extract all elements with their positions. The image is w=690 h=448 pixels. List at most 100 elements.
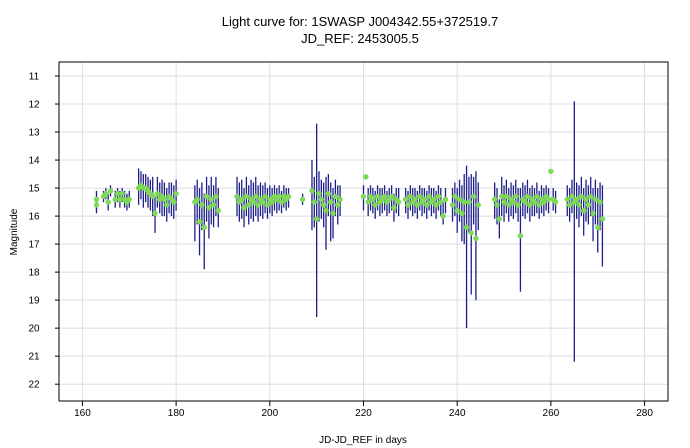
data-point xyxy=(255,202,261,208)
data-point xyxy=(243,193,250,200)
data-point xyxy=(513,193,519,200)
x-tick-label: 280 xyxy=(636,408,653,419)
data-point xyxy=(452,193,458,200)
x-tick-label: 240 xyxy=(449,408,466,419)
data-point xyxy=(173,190,179,197)
data-point xyxy=(459,210,465,216)
data-point xyxy=(498,193,505,200)
data-point xyxy=(564,196,570,202)
data-point xyxy=(215,207,221,214)
data-point xyxy=(534,193,540,200)
data-point xyxy=(536,202,542,208)
data-point xyxy=(588,193,594,200)
data-point xyxy=(246,202,252,208)
data-point xyxy=(250,199,257,205)
data-points xyxy=(93,168,606,242)
grid xyxy=(59,62,668,401)
data-point xyxy=(363,174,369,180)
data-point xyxy=(199,202,205,208)
data-point xyxy=(391,204,397,211)
data-point xyxy=(395,199,402,205)
x-axis-ticks: 160 180 200 220 240 260 280 xyxy=(74,401,653,419)
data-point xyxy=(126,196,132,202)
data-point xyxy=(417,193,423,200)
data-point xyxy=(461,199,467,205)
data-point xyxy=(473,235,479,242)
data-point xyxy=(328,199,334,205)
data-point xyxy=(433,202,439,208)
data-point xyxy=(541,199,547,205)
y-tick-label: 20 xyxy=(28,324,40,335)
data-point xyxy=(438,199,444,205)
x-tick-label: 180 xyxy=(168,408,185,419)
data-point xyxy=(407,193,414,200)
data-point xyxy=(412,196,418,202)
data-point xyxy=(93,202,100,208)
data-point xyxy=(234,193,240,200)
data-point xyxy=(449,202,456,208)
data-point xyxy=(154,190,161,197)
data-point xyxy=(360,193,367,200)
data-point xyxy=(253,193,259,200)
data-point xyxy=(201,224,207,230)
data-point xyxy=(164,202,170,208)
y-tick-label: 22 xyxy=(28,380,40,391)
data-point xyxy=(374,193,381,200)
data-point xyxy=(337,196,343,202)
data-point xyxy=(311,199,318,205)
data-point xyxy=(599,216,606,222)
data-point xyxy=(210,202,217,208)
data-point xyxy=(421,196,428,202)
y-tick-label: 16 xyxy=(28,212,40,223)
data-point xyxy=(149,193,156,200)
data-point xyxy=(208,196,214,202)
data-point xyxy=(93,196,100,202)
data-point xyxy=(454,207,460,214)
data-point xyxy=(402,196,409,202)
data-point xyxy=(381,193,388,200)
data-point xyxy=(313,216,320,222)
data-point xyxy=(431,196,437,202)
y-tick-label: 15 xyxy=(28,184,40,195)
data-point xyxy=(414,202,421,208)
data-point xyxy=(524,193,531,200)
data-point xyxy=(119,190,125,197)
data-point xyxy=(405,202,411,208)
data-point xyxy=(388,193,395,200)
data-point xyxy=(468,230,474,236)
data-point xyxy=(213,193,219,200)
y-axis-ticks: 11 12 13 14 15 16 17 18 19 20 21 22 xyxy=(28,72,59,391)
data-point xyxy=(426,193,432,200)
data-point xyxy=(475,202,481,208)
data-point xyxy=(114,190,121,197)
data-point xyxy=(573,196,580,202)
data-point xyxy=(494,202,500,208)
y-tick-label: 17 xyxy=(28,240,40,251)
x-axis-label: JD-JD_REF in days xyxy=(319,435,407,446)
data-point xyxy=(316,190,322,197)
data-point xyxy=(595,224,601,230)
data-point xyxy=(285,193,292,200)
data-point xyxy=(569,193,575,200)
data-point xyxy=(299,196,306,202)
data-point xyxy=(103,190,109,197)
data-point xyxy=(503,193,510,200)
y-tick-label: 19 xyxy=(28,296,40,307)
data-point xyxy=(463,224,470,230)
y-tick-label: 11 xyxy=(29,72,40,83)
data-point xyxy=(320,202,327,208)
x-tick-label: 220 xyxy=(355,408,372,419)
error-bars xyxy=(95,101,604,362)
y-tick-label: 18 xyxy=(28,268,40,279)
data-point xyxy=(260,199,266,205)
data-point xyxy=(239,196,245,202)
y-tick-label: 13 xyxy=(28,128,40,139)
y-axis-label: Magnitude xyxy=(9,208,20,255)
data-point xyxy=(161,196,168,202)
data-point xyxy=(583,196,589,202)
data-point xyxy=(592,196,599,202)
data-point xyxy=(107,188,114,194)
data-point xyxy=(171,199,177,205)
data-point xyxy=(365,199,371,205)
